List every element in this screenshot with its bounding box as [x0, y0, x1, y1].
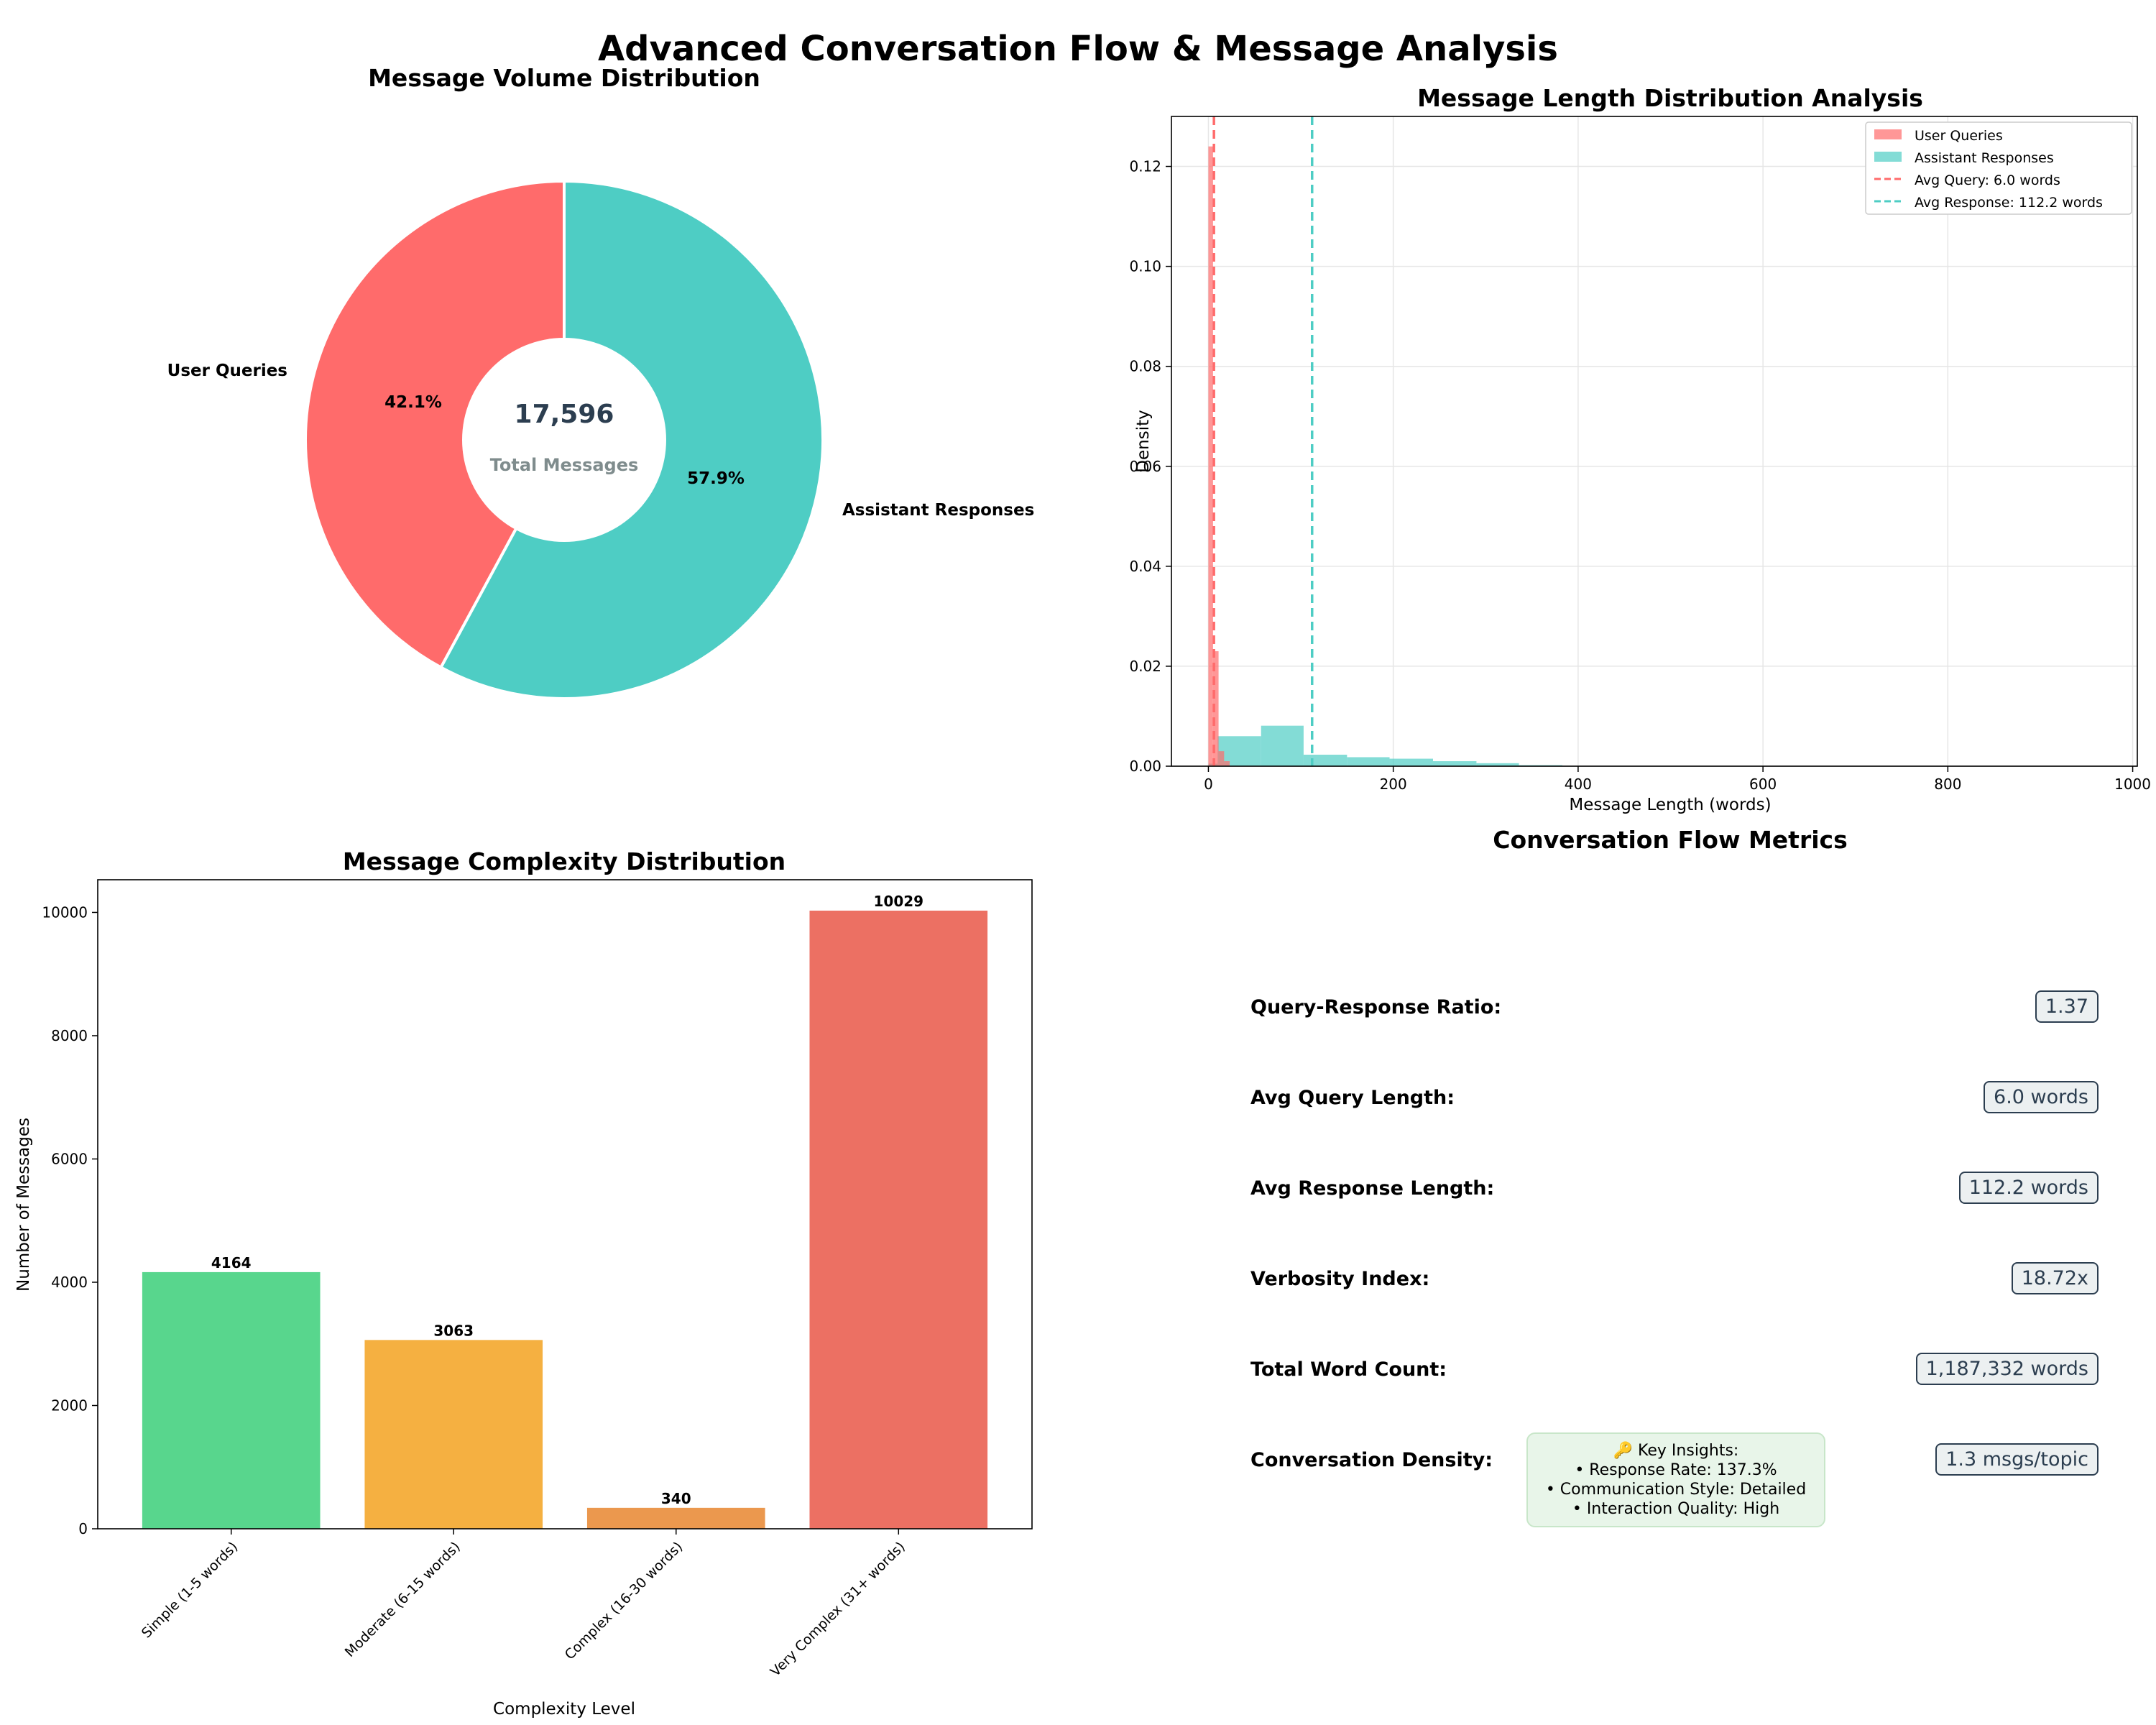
- x-tick-label: 200: [1380, 776, 1407, 793]
- hist-bar-user: [1224, 761, 1230, 766]
- metrics-panel: Query-Response Ratio: 1.37 Avg Query Len…: [1222, 819, 2120, 1653]
- insights-heading: 🔑 Key Insights:: [1613, 1442, 1739, 1460]
- y-tick-label: 0.12: [1129, 158, 1161, 175]
- metric-value: 112.2 words: [1958, 1172, 2099, 1204]
- y-tick-label: 8000: [51, 1027, 88, 1044]
- metric-label: Verbosity Index:: [1250, 1268, 1430, 1290]
- bar-value-label: 10029: [873, 893, 923, 910]
- metric-label: Total Word Count:: [1250, 1358, 1447, 1381]
- y-tick-label: 0.02: [1129, 658, 1161, 675]
- y-tick-label: 0.00: [1129, 758, 1161, 775]
- complexity-title: Message Complexity Distribution: [343, 847, 786, 875]
- bar-value-label: 4164: [211, 1254, 252, 1271]
- y-tick-label: 10000: [42, 903, 88, 921]
- y-tick-label: 0.10: [1129, 258, 1161, 275]
- histogram-xlabel: Message Length (words): [1569, 796, 1771, 814]
- metric-row-conversation-density: Conversation Density: 1.3 msgs/topic: [1250, 1443, 2099, 1486]
- y-tick-label: 4000: [51, 1274, 88, 1291]
- hist-bar-assistant: [1389, 758, 1433, 766]
- histogram-ylabel: Density: [1134, 410, 1153, 472]
- x-tick-label: Very Complex (31+ words): [768, 1539, 908, 1680]
- complexity-bar: [364, 1340, 543, 1529]
- figure-title: Advanced Conversation Flow & Message Ana…: [598, 29, 1558, 69]
- hist-bar-assistant: [1261, 725, 1304, 766]
- donut-hole: [462, 338, 666, 542]
- metric-value: 18.72x: [2011, 1262, 2099, 1294]
- y-tick-label: 0.04: [1129, 558, 1161, 575]
- hist-bar-assistant: [1432, 761, 1477, 766]
- hist-bar-assistant: [1347, 757, 1390, 766]
- legend-label-avg-response: Avg Response: 112.2 words: [1915, 195, 2103, 211]
- x-tick-label: 1000: [2114, 776, 2151, 793]
- y-tick-label: 0.08: [1129, 358, 1161, 375]
- insights-line: • Interaction Quality: High: [1572, 1500, 1780, 1518]
- x-tick-label: Simple (1-5 words): [139, 1539, 241, 1641]
- x-tick-label: Complex (16-30 words): [562, 1539, 686, 1663]
- slice-label-user: User Queries: [167, 362, 287, 380]
- x-tick-label: 0: [1204, 776, 1213, 793]
- histogram-title: Message Length Distribution Analysis: [1417, 84, 1923, 112]
- complexity-bar: [809, 910, 988, 1529]
- donut-center-value: 17,596: [515, 400, 614, 429]
- metric-value: 1.3 msgs/topic: [1935, 1443, 2099, 1476]
- histogram-chart: Message Length Distribution Analysis 0 20…: [1129, 84, 2151, 814]
- complexity-bar: [142, 1271, 321, 1529]
- donut-center-label: Total Messages: [490, 455, 639, 475]
- donut-chart: Message Volume Distribution 17,596 Total…: [167, 64, 1034, 700]
- complexity-ylabel: Number of Messages: [14, 1118, 33, 1292]
- legend-label-assistant: Assistant Responses: [1915, 150, 2054, 166]
- metric-value: 6.0 words: [1984, 1081, 2099, 1113]
- slice-pct-user: 42.1%: [384, 393, 442, 412]
- complexity-axes-frame: [97, 879, 1033, 1530]
- histogram-axes-frame: [1171, 116, 2138, 767]
- slice-label-assistant: Assistant Responses: [842, 501, 1034, 520]
- histogram-legend: User Queries Assistant Responses Avg Que…: [1865, 121, 2132, 215]
- x-tick-label: 400: [1565, 776, 1592, 793]
- metric-row-avg-query-length: Avg Query Length: 6.0 words: [1250, 1081, 2099, 1124]
- hist-bar-user: [1212, 651, 1219, 766]
- legend-frame: [1865, 121, 2132, 215]
- y-tick-label: 2000: [51, 1397, 88, 1414]
- y-tick-label: 6000: [51, 1150, 88, 1167]
- metric-row-total-word-count: Total Word Count: 1,187,332 words: [1250, 1353, 2099, 1396]
- y-tick-label: 0.06: [1129, 458, 1161, 475]
- metric-row-verbosity-index: Verbosity Index: 18.72x: [1250, 1262, 2099, 1305]
- hist-bar-user: [1218, 751, 1225, 766]
- bar-value-label: 3063: [433, 1322, 474, 1339]
- metric-row-query-response-ratio: Query-Response Ratio: 1.37: [1250, 990, 2099, 1034]
- hist-bar-assistant: [1476, 763, 1519, 766]
- metric-value: 1,187,332 words: [1915, 1353, 2099, 1385]
- insights-line: • Response Rate: 137.3%: [1575, 1461, 1777, 1479]
- legend-swatch-user: [1874, 129, 1902, 139]
- legend-label-avg-query: Avg Query: 6.0 words: [1915, 172, 2060, 188]
- hist-bar-assistant: [1303, 755, 1348, 766]
- metric-label: Query-Response Ratio:: [1250, 996, 1502, 1018]
- complexity-bar-chart: Message Complexity Distribution 4164 3063…: [14, 847, 1033, 1719]
- complexity-bar: [586, 1507, 765, 1529]
- metric-label: Avg Query Length:: [1250, 1087, 1455, 1109]
- x-tick-label: Moderate (6-15 words): [342, 1539, 464, 1660]
- legend-label-user: User Queries: [1915, 128, 2003, 144]
- complexity-xlabel: Complexity Level: [493, 1700, 635, 1719]
- donut-slice-user: [304, 179, 566, 670]
- slice-pct-assistant: 57.9%: [687, 469, 745, 488]
- legend-swatch-assistant: [1874, 152, 1902, 162]
- metric-label: Conversation Density:: [1250, 1449, 1493, 1471]
- y-tick-label: 0: [78, 1520, 88, 1537]
- metric-value: 1.37: [2035, 990, 2099, 1023]
- insights-line: • Communication Style: Detailed: [1545, 1481, 1807, 1499]
- hist-bar-user: [1208, 146, 1213, 766]
- key-insights-box: 🔑 Key Insights: • Response Rate: 137.3% …: [1526, 1432, 1825, 1527]
- x-tick-label: 600: [1749, 776, 1777, 793]
- x-tick-label: 800: [1934, 776, 1961, 793]
- metrics-title: Conversation Flow Metrics: [1493, 826, 1848, 854]
- metric-row-avg-response-length: Avg Response Length: 112.2 words: [1250, 1172, 2099, 1215]
- donut-title: Message Volume Distribution: [368, 64, 760, 92]
- bar-value-label: 340: [661, 1490, 691, 1507]
- metric-label: Avg Response Length:: [1250, 1177, 1495, 1200]
